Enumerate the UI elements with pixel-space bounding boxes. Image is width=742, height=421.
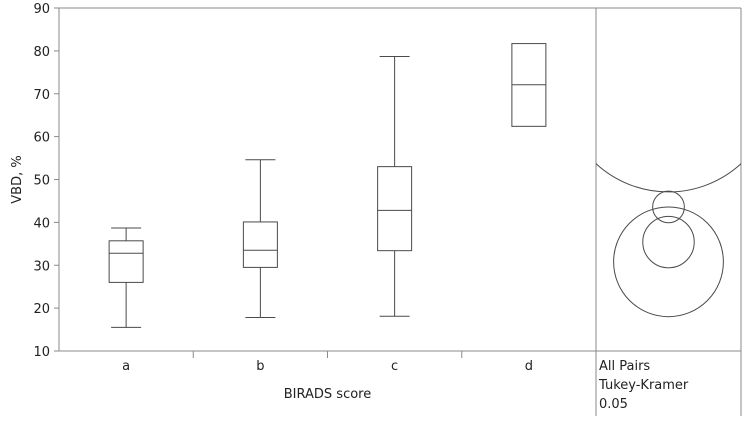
y-tick-label: 30 (33, 259, 50, 274)
y-tick-label: 70 (33, 88, 50, 103)
x-tick-label: a (122, 359, 130, 374)
x-tick-label: d (525, 359, 533, 374)
x-axis-title: BIRADS score (284, 387, 371, 402)
box-c (377, 166, 413, 252)
x-tick-label: b (256, 359, 264, 374)
comparison-circle-b (642, 215, 695, 269)
x-tick-label: c (391, 359, 398, 374)
comparison-label: All Pairs (599, 359, 650, 374)
comparison-circle-d (596, 162, 741, 193)
comparison-circle-a (613, 206, 724, 318)
box-b (242, 221, 278, 268)
comparison-circles (596, 162, 741, 318)
y-tick-label: 40 (33, 216, 50, 231)
y-tick-label: 10 (33, 345, 50, 360)
y-tick-label: 90 (33, 2, 50, 17)
y-tick-label: 80 (33, 45, 50, 60)
comparison-label: 0.05 (599, 397, 628, 412)
box-a (108, 240, 144, 283)
y-tick-label: 20 (33, 302, 50, 317)
comparison-label: Tukey-Kramer (598, 378, 689, 393)
y-tick-label: 50 (33, 174, 50, 189)
comparison-circle-c (652, 190, 685, 224)
y-tick-label: 60 (33, 131, 50, 146)
y-axis-title: VBD, % (10, 155, 25, 203)
